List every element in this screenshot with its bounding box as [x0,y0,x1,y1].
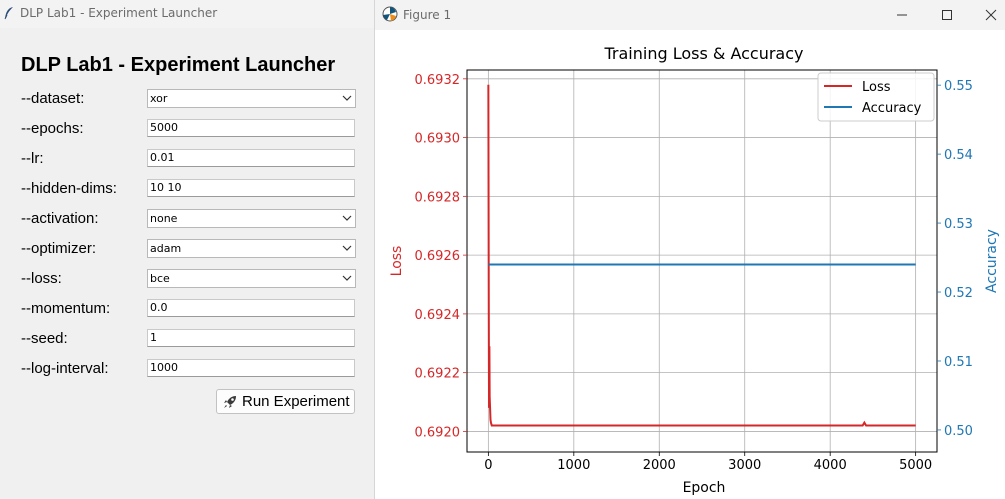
right-y-axis-label: Accuracy [984,229,1000,293]
figure-window-title: Figure 1 [403,8,452,22]
field-label-epochs: --epochs: [21,120,84,137]
chart-axes: 0 1000 2000 3000 4000 5000 0.6920 0.6922 0.6924 0… [415,73,973,473]
left-y-tick-label: 0.6926 [415,249,461,264]
field-label-dataset: --dataset: [21,90,85,107]
field-row-dataset: --dataset: xor [0,89,374,109]
legend-label-loss: Loss [862,80,891,95]
right-y-tick-label: 0.55 [944,79,973,94]
run-experiment-label: Run Experiment [242,393,350,410]
chevron-down-icon [342,215,352,221]
field-row-momentum: --momentum: 0.0 [0,299,374,319]
seed-input[interactable]: 1 [147,329,355,347]
field-label-loss: --loss: [21,270,62,287]
launcher-window-title: DLP Lab1 - Experiment Launcher [20,6,218,20]
x-tick-label: 2000 [643,458,676,473]
field-label-seed: --seed: [21,330,68,347]
hiddendims-input[interactable]: 10 10 [147,179,355,197]
field-row-epochs: --epochs: 5000 [0,119,374,139]
x-axis-label: Epoch [683,480,726,496]
minimize-icon[interactable] [893,6,911,24]
close-icon[interactable] [982,6,1000,24]
x-tick-label: 0 [484,458,492,473]
field-row-lr: --lr: 0.01 [0,149,374,169]
left-y-axis-label: Loss [389,246,405,277]
feather-icon [4,7,13,20]
run-experiment-button[interactable]: Run Experiment [216,389,355,414]
matplotlib-icon [382,6,398,22]
x-tick-label: 5000 [899,458,932,473]
left-y-tick-label: 0.6924 [415,308,461,323]
lr-input[interactable]: 0.01 [147,149,355,167]
chart-series [487,84,916,427]
loginterval-value: 1000 [150,361,178,374]
field-row-loss: --loss: bce [0,269,374,289]
epochs-value: 5000 [150,121,178,134]
launcher-window: DLP Lab1 - Experiment Launcher DLP Lab1 … [0,0,374,499]
optimizer-value: adam [150,242,182,255]
right-y-tick-label: 0.52 [944,286,973,301]
field-row-loginterval: --log-interval: 1000 [0,359,374,379]
launcher-heading: DLP Lab1 - Experiment Launcher [21,54,336,76]
legend-label-accuracy: Accuracy [862,101,922,116]
field-row-hiddendims: --hidden-dims: 10 10 [0,179,374,199]
dataset-value: xor [150,92,168,105]
series-line-loss [487,84,916,427]
field-label-momentum: --momentum: [21,300,111,317]
field-label-loginterval: --log-interval: [21,360,109,377]
seed-value: 1 [150,331,157,344]
figure-titlebar[interactable]: Figure 1 [375,0,1005,30]
loss-value: bce [150,272,170,285]
field-label-optimizer: --optimizer: [21,240,97,257]
field-label-activation: --activation: [21,210,99,227]
left-y-tick-label: 0.6922 [415,367,461,382]
chevron-down-icon [342,245,352,251]
right-y-tick-label: 0.53 [944,217,973,232]
optimizer-select[interactable]: adam [147,239,356,258]
chevron-down-icon [342,275,352,281]
left-y-tick-label: 0.6928 [415,190,461,205]
chart-title: Training Loss & Accuracy [603,44,803,63]
x-tick-label: 1000 [557,458,590,473]
right-y-tick-label: 0.54 [944,148,973,163]
x-tick-label: 4000 [814,458,847,473]
maximize-icon[interactable] [938,6,956,24]
launcher-titlebar[interactable]: DLP Lab1 - Experiment Launcher [0,0,374,28]
momentum-value: 0.0 [150,301,168,314]
x-tick-label: 3000 [728,458,761,473]
chevron-down-icon [342,95,352,101]
momentum-input[interactable]: 0.0 [147,299,355,317]
dataset-select[interactable]: xor [147,89,356,108]
field-row-seed: --seed: 1 [0,329,374,349]
right-y-tick-label: 0.51 [944,355,973,370]
loss-select[interactable]: bce [147,269,356,288]
right-y-tick-label: 0.50 [944,424,973,439]
chart-legend: Loss Accuracy [817,72,935,122]
chart-grid [467,70,937,452]
field-row-activation: --activation: none [0,209,374,229]
training-chart: Training Loss & Accuracy 0 1000 2000 3000 40… [389,44,1000,496]
hiddendims-value: 10 10 [150,181,182,194]
field-label-hiddendims: --hidden-dims: [21,180,117,197]
activation-value: none [150,212,178,225]
rocket-icon [224,396,236,408]
epochs-input[interactable]: 5000 [147,119,355,137]
left-y-tick-label: 0.6920 [415,425,461,440]
left-y-tick-label: 0.6930 [415,132,461,147]
activation-select[interactable]: none [147,209,356,228]
figure-window: Figure 1 Training Loss & Accuracy 0 1000 2… [374,0,1005,499]
field-row-optimizer: --optimizer: adam [0,239,374,259]
plot-area-frame [466,69,938,453]
field-label-lr: --lr: [21,150,44,167]
lr-value: 0.01 [150,151,175,164]
left-y-tick-label: 0.6932 [415,73,461,88]
loginterval-input[interactable]: 1000 [147,359,355,377]
